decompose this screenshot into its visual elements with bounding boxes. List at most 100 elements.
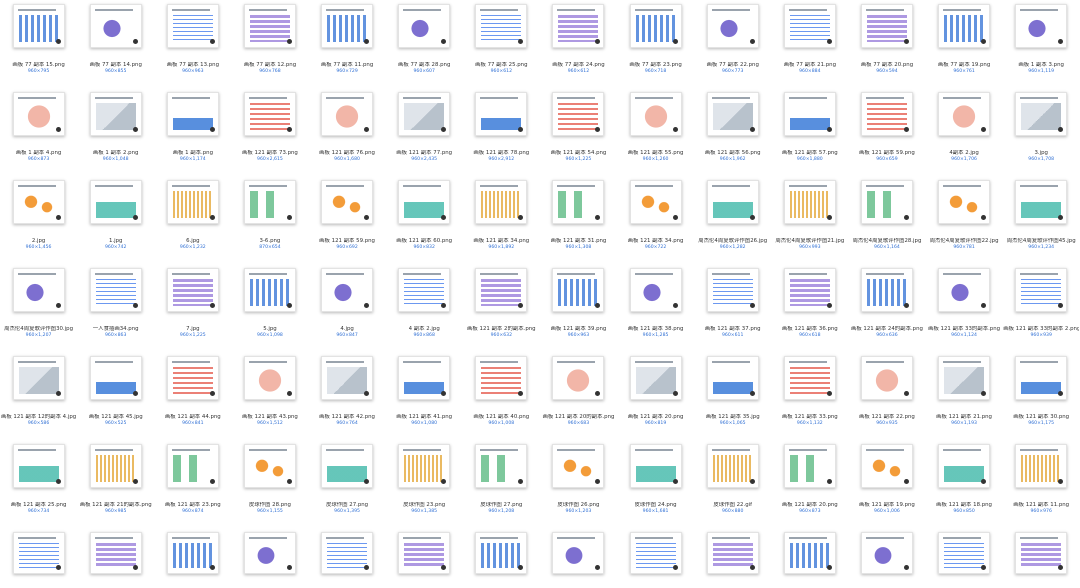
file-thumbnail[interactable] bbox=[166, 180, 219, 224]
file-thumbnail[interactable] bbox=[706, 4, 759, 48]
file-thumbnail[interactable] bbox=[629, 180, 682, 224]
file-tile[interactable]: 画板 77 副本 23.png 960×718 bbox=[617, 0, 694, 88]
file-thumbnail[interactable] bbox=[398, 444, 451, 488]
file-thumbnail[interactable] bbox=[166, 92, 219, 136]
file-tile[interactable]: 画板 77 副本 21.png 960×884 bbox=[771, 0, 848, 88]
file-tile[interactable] bbox=[154, 528, 231, 588]
file-thumbnail[interactable] bbox=[860, 268, 913, 312]
file-thumbnail[interactable] bbox=[475, 532, 528, 574]
file-thumbnail[interactable] bbox=[89, 444, 142, 488]
file-tile[interactable]: 画板 121 副本 40.png 960×1,008 bbox=[463, 352, 540, 440]
file-tile[interactable]: 3-6.png 870×654 bbox=[231, 176, 308, 264]
file-tile[interactable]: 画板 121 副本 34.png 960×1,892 bbox=[463, 176, 540, 264]
file-tile[interactable]: 周杰伦4周复歌评作图30.jpg 960×1,207 bbox=[0, 264, 77, 352]
file-thumbnail[interactable] bbox=[166, 268, 219, 312]
file-thumbnail[interactable] bbox=[783, 268, 836, 312]
file-thumbnail[interactable] bbox=[398, 532, 451, 574]
file-tile[interactable]: 画板 77 副本 11.png 960×729 bbox=[309, 0, 386, 88]
file-thumbnail[interactable] bbox=[321, 4, 374, 48]
file-tile[interactable]: 2.jpg 960×1,456 bbox=[0, 176, 77, 264]
file-tile[interactable]: 画板 121 副本 73.png 960×2,615 bbox=[231, 88, 308, 176]
file-tile[interactable]: 画板 121 副本 35.jpg 960×1,065 bbox=[694, 352, 771, 440]
file-tile[interactable]: 画板 77 副本 14.png 960×855 bbox=[77, 0, 154, 88]
file-tile[interactable]: 画板 121 副本 60.png 960×832 bbox=[386, 176, 463, 264]
file-tile[interactable]: 皮球作图 24.png 960×1,681 bbox=[617, 440, 694, 528]
file-tile[interactable]: 画板 121 副本 24的副本.png 960×636 bbox=[848, 264, 925, 352]
file-thumbnail[interactable] bbox=[938, 532, 991, 574]
file-thumbnail[interactable] bbox=[321, 180, 374, 224]
file-thumbnail[interactable] bbox=[706, 92, 759, 136]
file-thumbnail[interactable] bbox=[12, 4, 65, 48]
file-thumbnail[interactable] bbox=[860, 444, 913, 488]
file-thumbnail[interactable] bbox=[860, 92, 913, 136]
file-tile[interactable]: 周杰伦4周复歌评作图28.jpg 960×1,164 bbox=[848, 176, 925, 264]
file-tile[interactable]: 画板 121 副本 2的副本.png 960×632 bbox=[463, 264, 540, 352]
file-thumbnail[interactable] bbox=[398, 4, 451, 48]
file-thumbnail[interactable] bbox=[783, 92, 836, 136]
file-thumbnail[interactable] bbox=[12, 532, 65, 574]
file-tile[interactable]: 画板 121 副本 21.png 960×1,193 bbox=[926, 352, 1003, 440]
file-thumbnail[interactable] bbox=[629, 532, 682, 574]
file-thumbnail[interactable] bbox=[706, 444, 759, 488]
file-tile[interactable]: 画板 121 副本 42.png 960×764 bbox=[309, 352, 386, 440]
file-thumbnail[interactable] bbox=[552, 92, 605, 136]
file-tile[interactable]: 周杰伦4周复歌评作图21.jpg 960×993 bbox=[771, 176, 848, 264]
file-thumbnail[interactable] bbox=[12, 444, 65, 488]
file-tile[interactable] bbox=[309, 528, 386, 588]
file-tile[interactable]: 画板 121 副本 39.png 960×963 bbox=[540, 264, 617, 352]
file-tile[interactable] bbox=[926, 528, 1003, 588]
file-thumbnail[interactable] bbox=[243, 532, 296, 574]
file-tile[interactable]: 画板 121 副本 23.png 960×874 bbox=[154, 440, 231, 528]
file-thumbnail[interactable] bbox=[89, 268, 142, 312]
file-tile[interactable]: 画板 121 副本 33.png 960×1,132 bbox=[771, 352, 848, 440]
file-thumbnail[interactable] bbox=[938, 268, 991, 312]
file-thumbnail[interactable] bbox=[783, 4, 836, 48]
file-tile[interactable]: 画板 121 副本 33的副本 2.png 960×939 bbox=[1003, 264, 1080, 352]
file-thumbnail[interactable] bbox=[783, 444, 836, 488]
file-thumbnail[interactable] bbox=[706, 356, 759, 400]
file-thumbnail[interactable] bbox=[706, 532, 759, 574]
file-tile[interactable]: 画板 121 副本 25.png 960×734 bbox=[0, 440, 77, 528]
file-tile[interactable]: 5.jpg 960×1,098 bbox=[231, 264, 308, 352]
file-thumbnail[interactable] bbox=[321, 356, 374, 400]
file-thumbnail[interactable] bbox=[552, 356, 605, 400]
file-thumbnail[interactable] bbox=[1015, 4, 1068, 48]
file-thumbnail[interactable] bbox=[860, 180, 913, 224]
file-tile[interactable] bbox=[848, 528, 925, 588]
file-thumbnail[interactable] bbox=[166, 444, 219, 488]
file-tile[interactable]: 画板 121 副本 20的副本.png 960×683 bbox=[540, 352, 617, 440]
file-thumbnail[interactable] bbox=[243, 180, 296, 224]
file-tile[interactable]: 4副本 2.jpg 960×1,706 bbox=[926, 88, 1003, 176]
file-tile[interactable]: 皮球作图 27.png 960×1,395 bbox=[309, 440, 386, 528]
file-tile[interactable]: 画板 121 副本 33的副本.png 960×1,124 bbox=[926, 264, 1003, 352]
file-tile[interactable] bbox=[77, 528, 154, 588]
file-tile[interactable]: 画板 121 副本 59.png 960×692 bbox=[309, 176, 386, 264]
file-thumbnail[interactable] bbox=[552, 268, 605, 312]
file-thumbnail[interactable] bbox=[938, 92, 991, 136]
file-tile[interactable]: 画板 1 副本 3.png 960×1,119 bbox=[1003, 0, 1080, 88]
file-thumbnail[interactable] bbox=[552, 4, 605, 48]
file-thumbnail[interactable] bbox=[475, 180, 528, 224]
file-tile[interactable]: 画板 1 副本 4.png 960×873 bbox=[0, 88, 77, 176]
file-thumbnail[interactable] bbox=[166, 532, 219, 574]
file-tile[interactable]: 周杰伦4周复歌评作图26.jpg 960×1,282 bbox=[694, 176, 771, 264]
file-tile[interactable]: 画板 77 副本 25.png 960×612 bbox=[463, 0, 540, 88]
file-thumbnail[interactable] bbox=[629, 444, 682, 488]
file-thumbnail[interactable] bbox=[706, 180, 759, 224]
file-tile[interactable]: 画板 121 副本 43.png 960×1,512 bbox=[231, 352, 308, 440]
file-thumbnail[interactable] bbox=[783, 356, 836, 400]
file-thumbnail[interactable] bbox=[89, 356, 142, 400]
file-thumbnail[interactable] bbox=[243, 4, 296, 48]
file-thumbnail[interactable] bbox=[89, 532, 142, 574]
file-thumbnail[interactable] bbox=[89, 92, 142, 136]
file-thumbnail[interactable] bbox=[629, 268, 682, 312]
file-tile[interactable]: 画板 121 副本 18.png 960×850 bbox=[926, 440, 1003, 528]
file-tile[interactable]: 3.jpg 960×1,708 bbox=[1003, 88, 1080, 176]
file-tile[interactable]: 画板 121 副本 19.png 960×1,006 bbox=[848, 440, 925, 528]
file-tile[interactable]: 画板 1 副本 2.png 960×1,048 bbox=[77, 88, 154, 176]
file-tile[interactable] bbox=[617, 528, 694, 588]
file-thumbnail[interactable] bbox=[243, 92, 296, 136]
file-thumbnail[interactable] bbox=[938, 4, 991, 48]
file-tile[interactable]: 画板 121 副本 12的副本 4.jpg 960×586 bbox=[0, 352, 77, 440]
file-tile[interactable]: 画板 121 副本 20.png 960×819 bbox=[617, 352, 694, 440]
